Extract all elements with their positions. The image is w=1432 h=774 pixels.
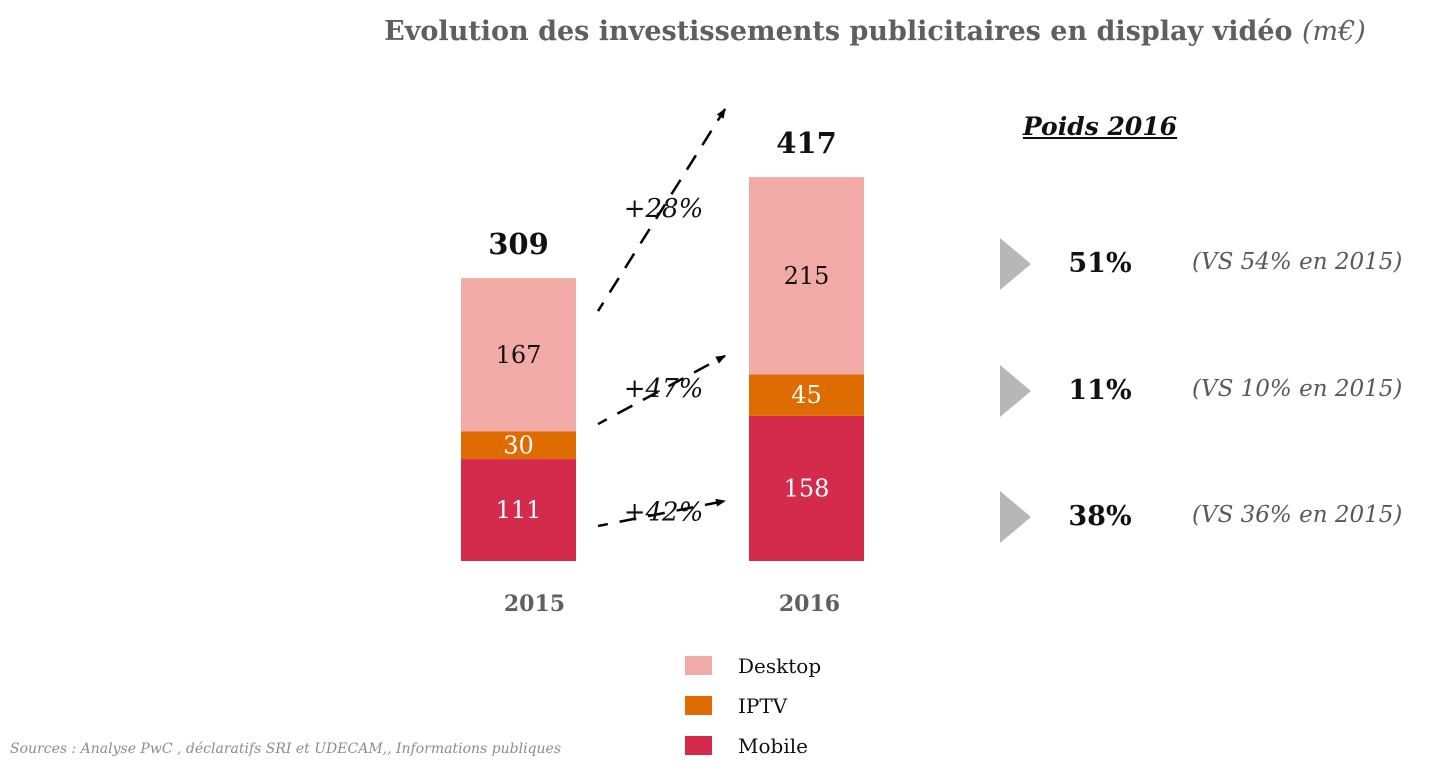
bar-segment-iptv-2016 — [749, 374, 864, 416]
bar-segment-iptv-2015 — [461, 431, 576, 460]
growth-arrow-desktop — [596, 108, 727, 312]
weight-value: 38% — [1068, 501, 1132, 532]
bar-segment-mobile-2016 — [749, 415, 864, 561]
segment-label: 167 — [496, 341, 542, 369]
bar-total-label: 417 — [776, 126, 837, 160]
weight-row-iptv: 11% (VS 10% en 2015) — [1000, 365, 1420, 421]
legend-swatch — [685, 656, 712, 675]
legend-swatch — [685, 696, 712, 715]
weights-title: Poids 2016 — [1022, 112, 1178, 141]
source-note: Sources : Analyse PwC , déclaratifs SRI … — [10, 741, 561, 757]
growth-label-iptv: +47% — [624, 374, 704, 404]
bar-total-label: 309 — [488, 227, 549, 261]
bar-segment-desktop-2015 — [461, 278, 576, 432]
weight-value: 11% — [1068, 375, 1132, 406]
weight-value: 51% — [1068, 248, 1132, 279]
weight-row-mobile: 38% (VS 36% en 2015) — [1000, 491, 1420, 547]
legend-label: Desktop — [738, 654, 822, 678]
bars-group: 111 30 167 309 2015 158 45 215 417 2016 — [461, 126, 864, 617]
legend-label: Mobile — [738, 734, 808, 758]
legend-label: IPTV — [738, 694, 788, 718]
chart-title-main: Evolution des investissements publicitai… — [384, 16, 1293, 47]
segment-label: 111 — [496, 496, 542, 524]
x-tick-label: 2015 — [504, 591, 565, 617]
chevron-right-icon — [1000, 365, 1031, 417]
chevron-right-icon — [1000, 238, 1031, 290]
legend-swatch — [685, 736, 712, 755]
bar-segment-desktop-2016 — [749, 177, 864, 375]
growth-arrow-mobile — [597, 498, 726, 528]
segment-label: 45 — [791, 381, 822, 409]
segment-label: 30 — [503, 431, 534, 459]
growth-arrows-group: +28% +47% +42% — [596, 108, 727, 528]
bar-segment-mobile-2015 — [461, 459, 576, 561]
growth-arrow-iptv — [597, 354, 726, 426]
chevron-right-icon — [1000, 491, 1031, 543]
weight-compare: (VS 10% en 2015) — [1192, 376, 1403, 402]
growth-label-desktop: +28% — [624, 194, 704, 224]
weight-compare: (VS 54% en 2015) — [1192, 249, 1403, 275]
chart-title-unit: (m€) — [1301, 16, 1366, 47]
x-tick-label: 2016 — [779, 591, 840, 617]
segment-label: 215 — [784, 262, 830, 290]
weight-compare: (VS 36% en 2015) — [1192, 502, 1403, 528]
segment-label: 158 — [784, 474, 830, 502]
weight-row-desktop: 51% (VS 54% en 2015) — [1000, 238, 1420, 294]
growth-label-mobile: +42% — [624, 498, 704, 528]
chart-title: Evolution des investissements publicitai… — [300, 16, 1432, 47]
